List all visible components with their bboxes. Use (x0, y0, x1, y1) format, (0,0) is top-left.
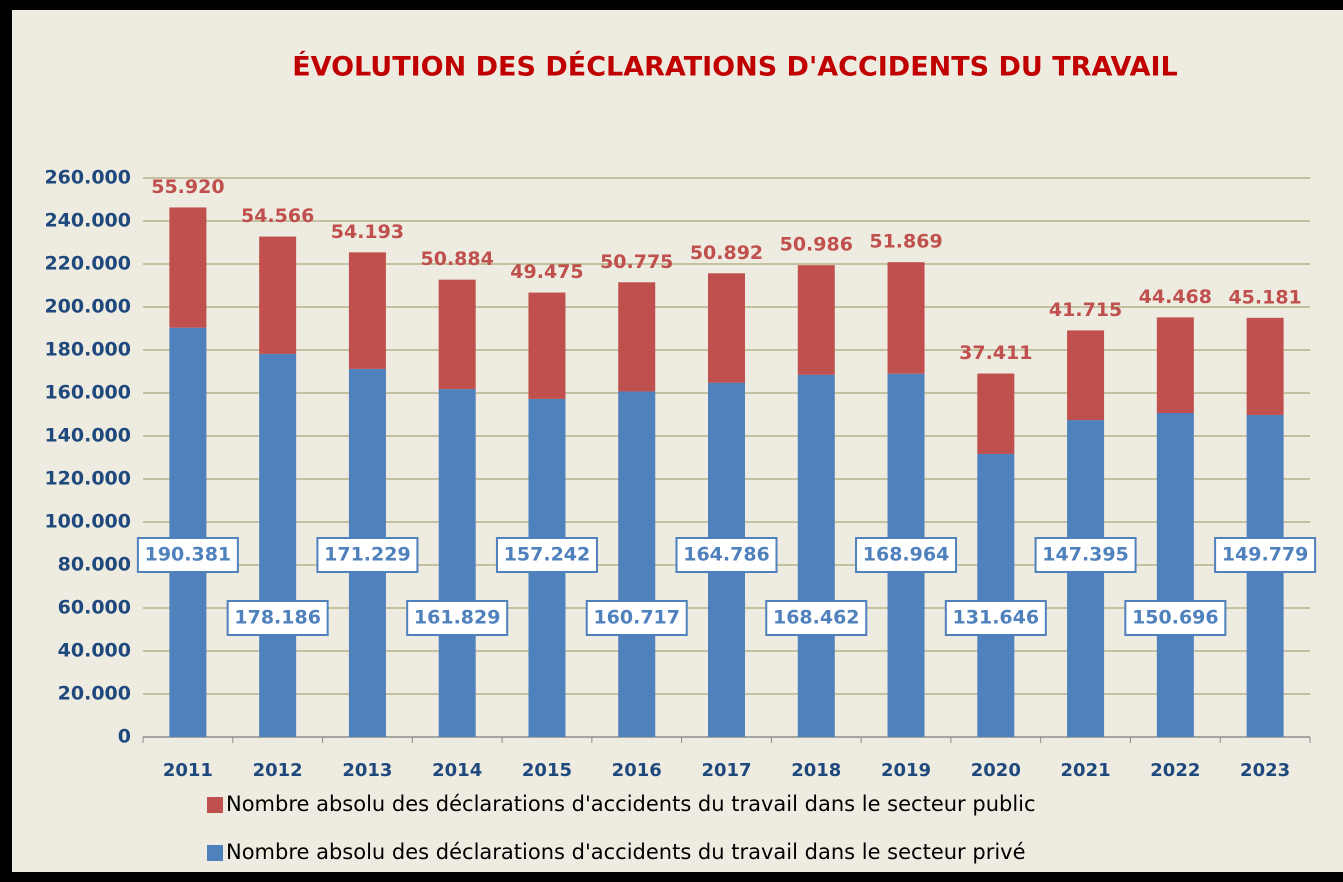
value-label: 171.229 (324, 544, 411, 566)
bar-segment (797, 374, 835, 737)
y-tick-label: 100.000 (44, 511, 131, 533)
bar-segment (977, 373, 1015, 454)
y-tick-label: 240.000 (44, 210, 131, 232)
x-tick-label: 2014 (432, 760, 482, 781)
y-tick-label: 180.000 (44, 339, 131, 361)
value-label-box (855, 537, 958, 573)
value-label: 157.242 (504, 544, 591, 566)
bar-segment (438, 279, 476, 390)
bar-segment (887, 262, 925, 374)
bar-segment (1067, 420, 1105, 737)
value-label: 50.986 (780, 234, 853, 256)
y-tick-label: 140.000 (44, 425, 131, 447)
value-label-box (765, 600, 868, 636)
value-label: 178.186 (234, 607, 321, 629)
legend-label: Nombre absolu des déclarations d'acciden… (226, 840, 1026, 864)
x-tick-label: 2018 (791, 760, 841, 781)
y-tick-label: 80.000 (58, 554, 131, 576)
y-tick-label: 200.000 (44, 296, 131, 318)
value-label: 49.475 (510, 261, 583, 283)
value-label: 168.964 (863, 544, 950, 566)
bar-segment (169, 207, 207, 328)
bar-segment (618, 282, 656, 392)
legend-label: Nombre absolu des déclarations d'acciden… (226, 792, 1036, 816)
value-label: 149.779 (1222, 544, 1309, 566)
value-label-box (585, 600, 688, 636)
y-tick-label: 260.000 (44, 167, 131, 189)
bar-segment (259, 236, 297, 354)
value-label: 50.884 (421, 248, 494, 270)
value-label: 147.395 (1042, 544, 1129, 566)
value-label: 41.715 (1049, 299, 1122, 321)
value-label-box (136, 537, 239, 573)
x-tick-label: 2012 (253, 760, 303, 781)
value-label: 50.775 (600, 251, 673, 273)
value-label-box (1034, 537, 1137, 573)
x-tick-label: 2011 (163, 760, 213, 781)
value-label: 150.696 (1132, 607, 1219, 629)
value-label-box (1124, 600, 1227, 636)
value-label: 54.193 (331, 221, 404, 243)
bar-segment (528, 292, 566, 399)
value-label-box (1214, 537, 1317, 573)
y-tick-label: 120.000 (44, 468, 131, 490)
value-label: 51.869 (869, 231, 942, 253)
value-label-box (406, 600, 509, 636)
bar-segment (797, 265, 835, 375)
legend-swatch (207, 797, 223, 813)
value-label-box (944, 600, 1047, 636)
x-tick-label: 2019 (881, 760, 931, 781)
value-label: 164.786 (683, 544, 770, 566)
x-tick-label: 2022 (1150, 760, 1200, 781)
bar-segment (259, 353, 297, 737)
value-label: 37.411 (959, 342, 1032, 364)
x-tick-label: 2021 (1061, 760, 1111, 781)
y-tick-label: 20.000 (58, 683, 131, 705)
chart-title: ÉVOLUTION DES DÉCLARATIONS D'ACCIDENTS D… (292, 51, 1178, 83)
bar-segment (618, 391, 656, 737)
x-tick-label: 2015 (522, 760, 572, 781)
bar-segment (438, 389, 476, 737)
value-label: 50.892 (690, 242, 763, 264)
bar-segment (1246, 414, 1284, 737)
bar-segment (1246, 317, 1284, 415)
value-label: 131.646 (953, 607, 1040, 629)
y-tick-label: 0 (118, 726, 131, 748)
legend-swatch (207, 845, 223, 861)
x-tick-label: 2020 (971, 760, 1021, 781)
bar-segment (977, 453, 1015, 737)
value-label-box (316, 537, 419, 573)
value-label: 161.829 (414, 607, 501, 629)
value-label-box (675, 537, 778, 573)
x-tick-label: 2017 (701, 760, 751, 781)
value-label: 190.381 (145, 544, 232, 566)
value-label: 168.462 (773, 607, 860, 629)
value-label-box (226, 600, 329, 636)
x-tick-label: 2023 (1240, 760, 1290, 781)
value-label: 160.717 (593, 607, 680, 629)
y-tick-label: 220.000 (44, 253, 131, 275)
y-tick-label: 40.000 (58, 640, 131, 662)
y-tick-label: 60.000 (58, 597, 131, 619)
bar-segment (1067, 330, 1105, 421)
bar-segment (1156, 413, 1194, 737)
value-label: 44.468 (1139, 286, 1212, 308)
y-tick-label: 160.000 (44, 382, 131, 404)
x-tick-label: 2016 (612, 760, 662, 781)
value-label: 55.920 (151, 176, 224, 198)
bar-segment (169, 327, 207, 737)
value-label: 54.566 (241, 205, 314, 227)
bar-segment (1156, 317, 1194, 414)
bar-segment (708, 273, 745, 383)
chart: ÉVOLUTION DES DÉCLARATIONS D'ACCIDENTS D… (44, 51, 1317, 864)
value-label: 45.181 (1228, 286, 1301, 308)
bar-segment (348, 252, 386, 369)
value-label-box (495, 537, 598, 573)
x-tick-label: 2013 (342, 760, 392, 781)
